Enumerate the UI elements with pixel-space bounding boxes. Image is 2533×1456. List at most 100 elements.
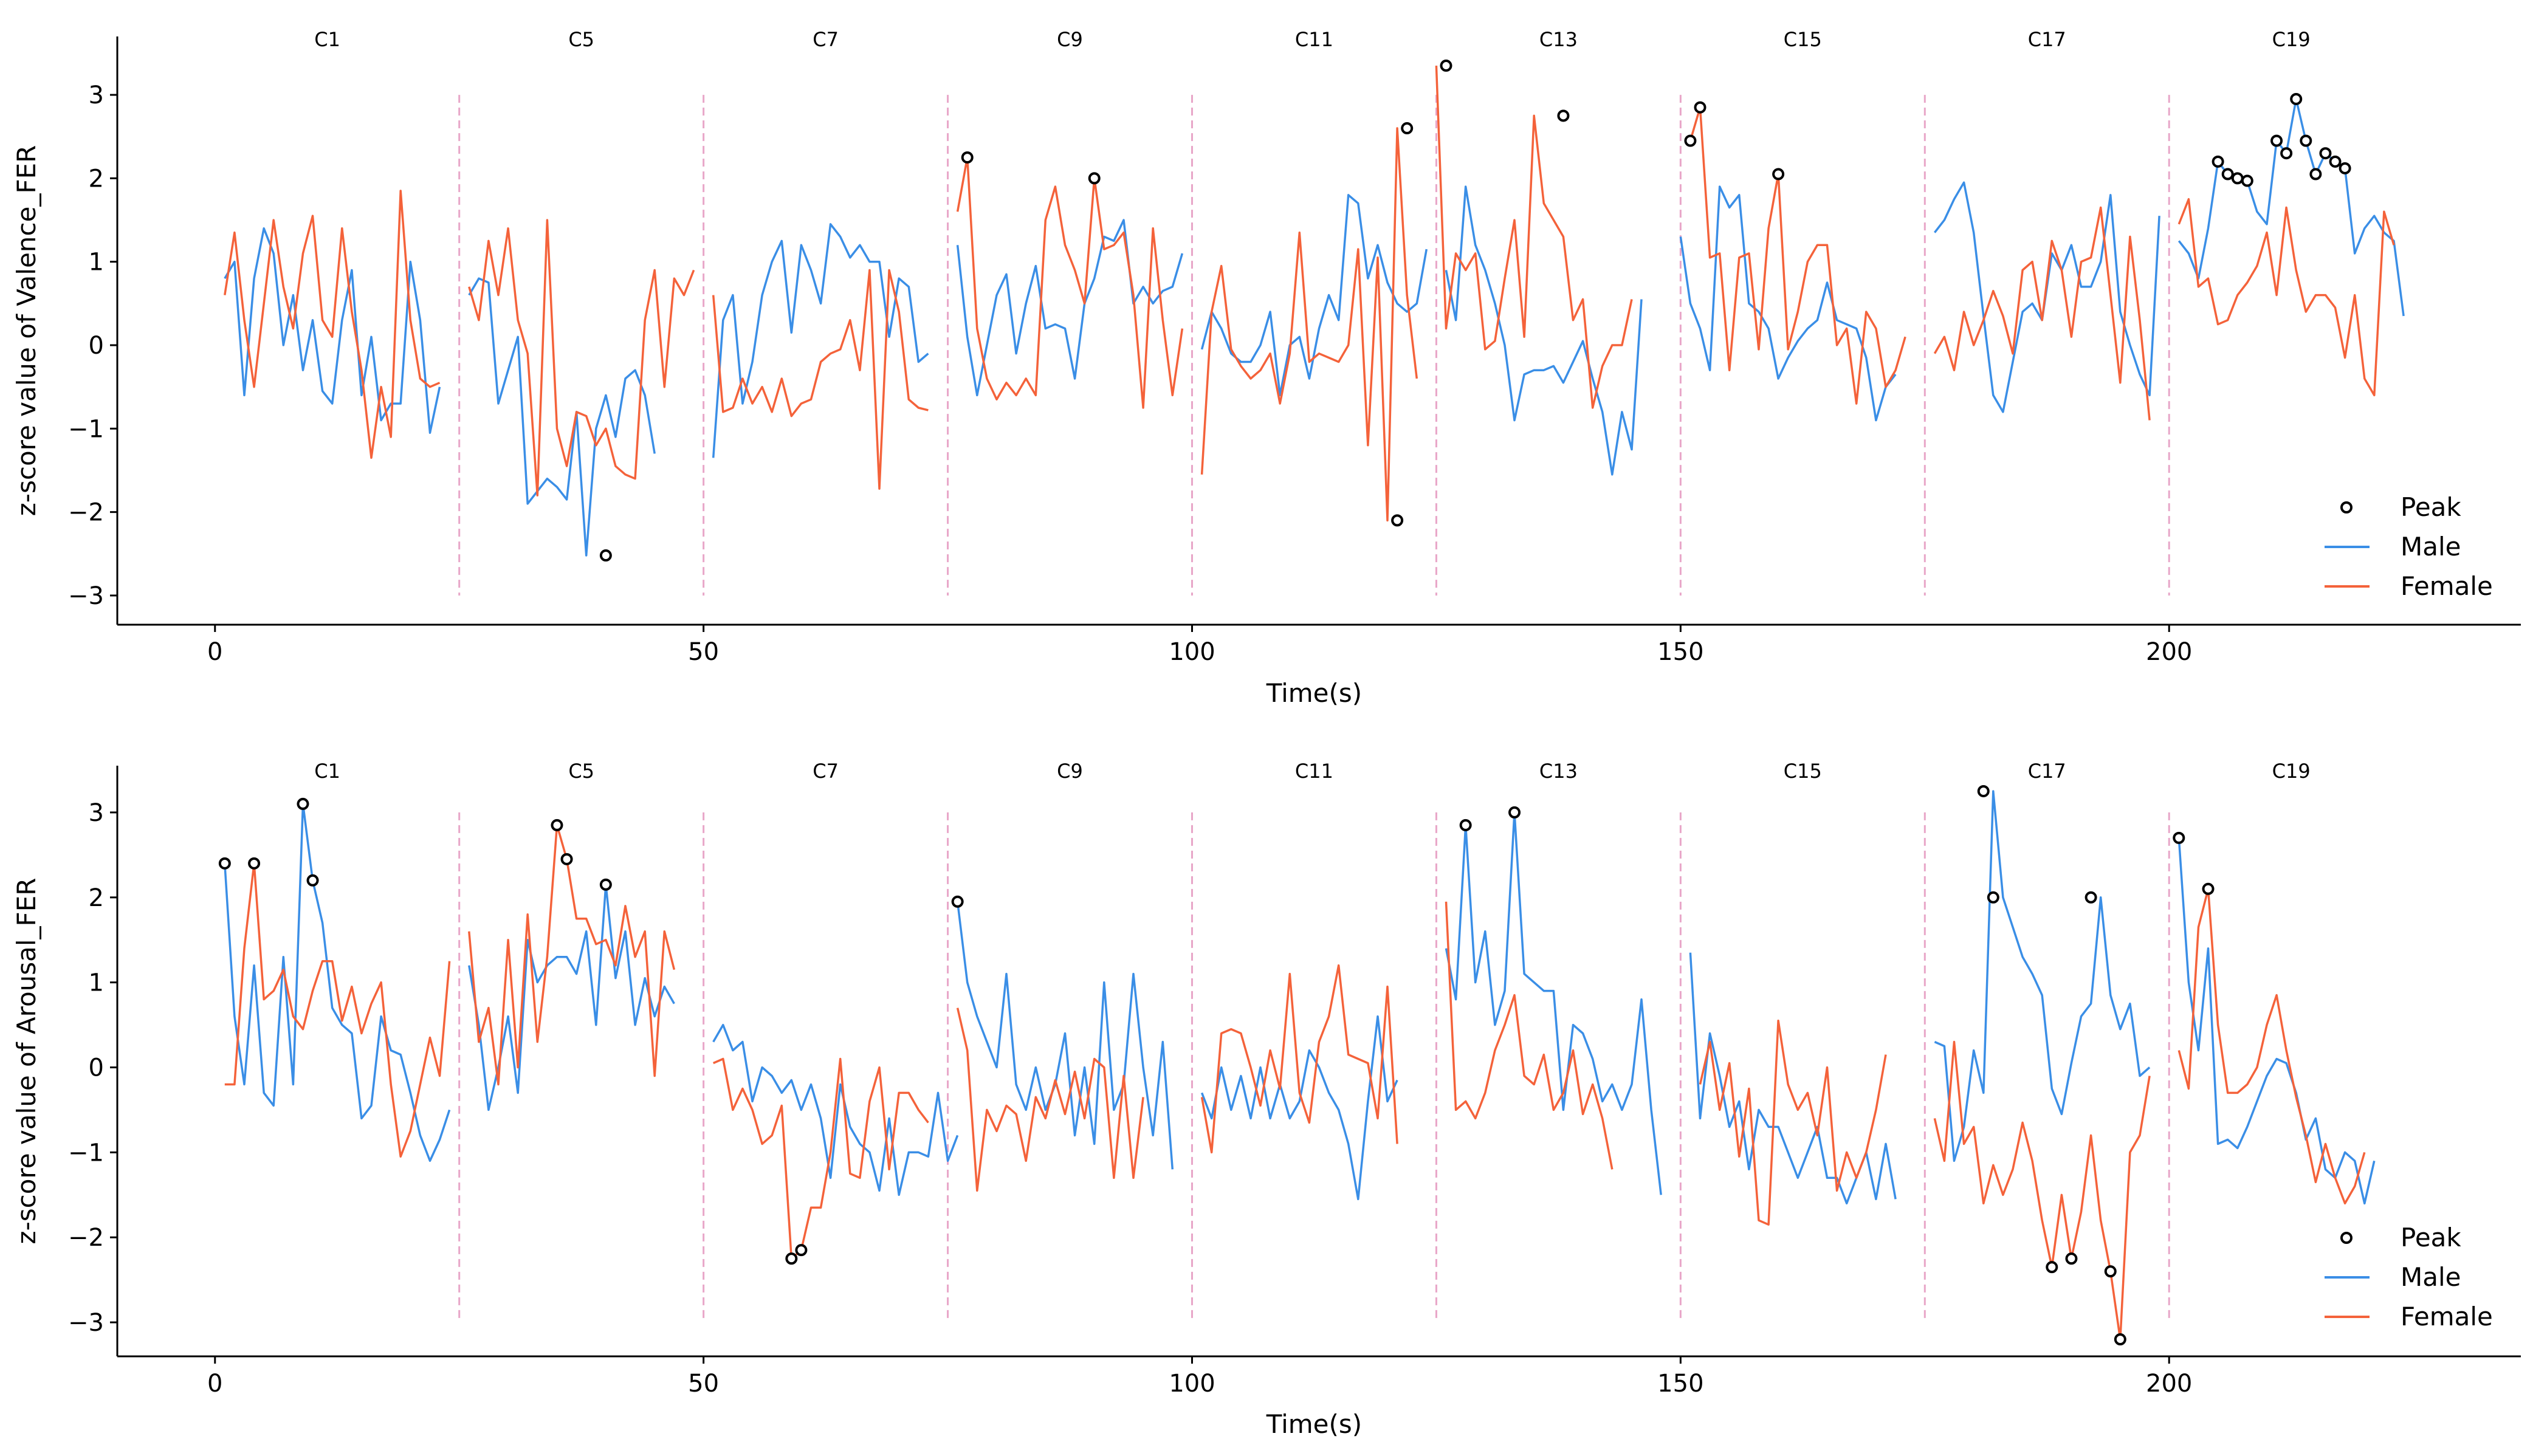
x-tick-label: 50	[688, 1370, 719, 1398]
male-series-line	[224, 803, 451, 1162]
peak-marker	[599, 549, 612, 562]
segment-label-c7: C7	[813, 28, 839, 51]
y-axis-label: z-score value of Valence_FER	[12, 145, 41, 516]
segment-label-c9: C9	[1057, 28, 1083, 51]
legend-label-male: Male	[2401, 1262, 2461, 1292]
segment-label-c15: C15	[1784, 760, 1822, 783]
female-series-line	[956, 1008, 1144, 1192]
x-axis-label: Time(s)	[1266, 1409, 1362, 1439]
segment-label-c5: C5	[568, 28, 594, 51]
male-series-line	[1934, 790, 2151, 1162]
segment-label-c5: C5	[568, 760, 594, 783]
female-series-line	[1435, 66, 1633, 409]
peak-marker	[961, 151, 974, 164]
legend-label-male: Male	[2401, 532, 2461, 561]
x-tick-label: 200	[2146, 638, 2192, 666]
peak-marker	[1440, 60, 1452, 72]
segment-label-c7: C7	[813, 760, 839, 783]
female-series-line	[224, 190, 441, 459]
peak-marker	[2221, 168, 2234, 180]
peak-marker	[2084, 891, 2097, 904]
peak-marker	[1391, 514, 1404, 527]
peak-marker	[2300, 134, 2312, 147]
segment-label-c15: C15	[1784, 28, 1822, 51]
segment-label-c17: C17	[2028, 28, 2066, 51]
legend-label-female: Female	[2401, 1302, 2493, 1331]
male-series-line	[1689, 952, 1897, 1205]
y-tick-label: 1	[89, 969, 104, 997]
peak-marker	[2241, 174, 2253, 187]
female-series-line	[1445, 901, 1614, 1170]
peak-marker	[1694, 101, 1706, 114]
peak-marker	[2270, 134, 2283, 147]
peak-marker	[297, 797, 309, 810]
y-tick-label: 3	[89, 799, 104, 827]
x-tick-label: 0	[207, 638, 222, 666]
segment-label-c9: C9	[1057, 760, 1083, 783]
male-series-line	[1445, 185, 1643, 476]
peak-marker	[2104, 1265, 2117, 1278]
peak-marker	[1987, 891, 1999, 904]
male-series-line	[712, 223, 929, 458]
peak-marker	[218, 857, 231, 870]
x-axis-label: Time(s)	[1266, 678, 1362, 708]
male-series-line	[956, 219, 1184, 397]
segment-label-c11: C11	[1295, 760, 1333, 783]
x-tick-label: 150	[1657, 638, 1703, 666]
y-tick-label: −3	[68, 582, 104, 610]
peak-marker	[785, 1252, 798, 1265]
peak-marker	[599, 878, 612, 891]
male-series-line	[1445, 811, 1662, 1195]
male-series-line	[468, 277, 656, 557]
peak-marker	[2329, 155, 2342, 168]
female-series-line	[1689, 106, 1906, 405]
peak-marker	[248, 857, 261, 870]
y-axis-label: z-score value of Arousal_FER	[12, 878, 41, 1245]
arousal-chart: 0 50 100 150 200 −3 −2 −1 0 1 2 3 Time(s) z-score val…	[12, 760, 2521, 1439]
female-series-line	[2177, 197, 2395, 397]
female-series-line	[468, 219, 695, 496]
peak-marker	[2319, 147, 2332, 160]
segment-label-c11: C11	[1295, 28, 1333, 51]
male-series-line	[1679, 185, 1897, 422]
y-tick-label: −2	[68, 1224, 104, 1252]
peak-marker	[1977, 785, 1990, 797]
legend-label-peak: Peak	[2401, 1223, 2461, 1252]
male-series-line	[224, 227, 441, 434]
x-tick-label: 150	[1657, 1370, 1703, 1398]
female-series-line	[468, 824, 676, 1086]
female-series-line	[1933, 1040, 2151, 1341]
x-tick-label: 100	[1169, 1370, 1215, 1398]
y-tick-label: −1	[68, 1139, 104, 1167]
legend-label-peak: Peak	[2401, 492, 2461, 522]
peak-marker	[2280, 147, 2293, 160]
male-series-line	[1200, 194, 1428, 397]
peak-marker	[2065, 1252, 2078, 1265]
x-tick-label: 0	[207, 1370, 222, 1398]
y-tick-label: 3	[89, 81, 104, 109]
y-tick-label: 2	[89, 165, 104, 193]
legend-label-female: Female	[2401, 571, 2493, 601]
peak-marker	[551, 819, 563, 831]
segment-label-c19: C19	[2272, 760, 2311, 783]
peak-marker	[2046, 1261, 2058, 1274]
peak-marker	[2114, 1333, 2126, 1346]
x-tick-label: 100	[1169, 638, 1215, 666]
peak-marker	[1459, 819, 1472, 831]
y-tick-label: −1	[68, 415, 104, 443]
segment-label-c1: C1	[314, 28, 340, 51]
female-series-line	[1933, 206, 2151, 421]
peak-marker	[1557, 109, 1570, 122]
legend-peak-marker	[2340, 1232, 2353, 1244]
y-tick-label: 1	[89, 249, 104, 276]
y-tick-label: 2	[89, 884, 104, 912]
peak-marker	[2290, 92, 2303, 105]
y-tick-label: 0	[89, 332, 104, 360]
peak-marker	[560, 853, 573, 865]
peak-marker	[795, 1244, 808, 1257]
peak-marker	[951, 895, 964, 908]
legend-peak-marker	[2340, 501, 2353, 513]
segment-label-c1: C1	[314, 760, 340, 783]
female-series-line	[1200, 964, 1398, 1154]
female-series-line	[956, 156, 1184, 409]
